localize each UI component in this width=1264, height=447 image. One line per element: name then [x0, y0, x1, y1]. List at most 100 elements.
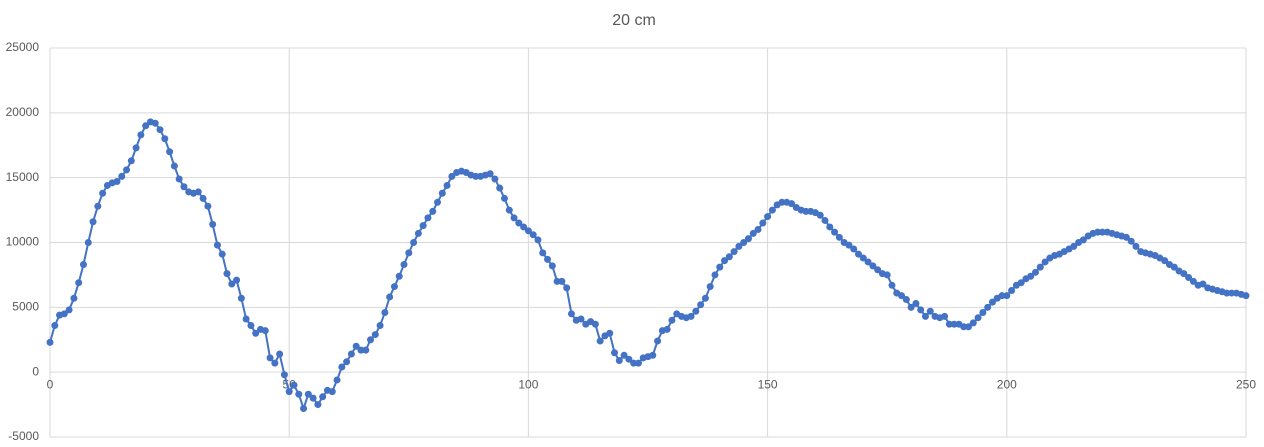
- data-point: [252, 329, 260, 337]
- data-point: [1161, 257, 1169, 265]
- data-point: [70, 294, 78, 302]
- data-point: [132, 144, 140, 152]
- data-point: [1027, 272, 1035, 280]
- data-point: [802, 207, 810, 215]
- data-point: [563, 284, 571, 292]
- data-point: [228, 280, 236, 288]
- data-point: [500, 194, 508, 202]
- data-point: [151, 119, 159, 127]
- data-point: [89, 218, 97, 226]
- data-point: [1132, 242, 1140, 250]
- data-point: [443, 181, 451, 189]
- data-point: [161, 135, 169, 143]
- data-point: [51, 321, 59, 329]
- data-point: [606, 329, 614, 337]
- data-point: [1185, 274, 1193, 282]
- data-point: [744, 235, 752, 243]
- data-point: [706, 283, 714, 291]
- data-point: [367, 336, 375, 344]
- data-point: [395, 272, 403, 280]
- data-point: [99, 189, 107, 197]
- data-point: [854, 250, 862, 258]
- y-tick-label: 10000: [6, 235, 40, 249]
- data-point: [1094, 228, 1102, 236]
- data-point: [204, 202, 212, 210]
- data-point: [654, 337, 662, 345]
- data-point: [123, 166, 131, 174]
- data-point: [386, 293, 394, 301]
- data-point: [448, 172, 456, 180]
- data-point: [859, 254, 867, 262]
- data-point: [362, 346, 370, 354]
- data-point: [496, 184, 504, 192]
- data-point: [634, 359, 642, 367]
- data-point: [65, 306, 73, 314]
- data-point: [529, 231, 537, 239]
- data-point: [410, 239, 418, 246]
- data-point: [400, 261, 408, 269]
- y-tick-label: 25000: [6, 40, 40, 54]
- data-point: [472, 172, 480, 180]
- data-point: [510, 214, 518, 222]
- data-point: [611, 349, 619, 357]
- y-tick-label: 0: [32, 364, 39, 378]
- x-tick-label: 150: [758, 377, 778, 391]
- data-point: [94, 202, 102, 210]
- data-point: [1127, 237, 1135, 245]
- data-point: [721, 257, 729, 265]
- data-point: [434, 198, 442, 206]
- data-point: [850, 245, 858, 253]
- data-point: [874, 266, 882, 274]
- data-point: [759, 219, 767, 227]
- data-point: [505, 206, 513, 214]
- x-tick-label: 250: [1236, 377, 1256, 391]
- data-point: [831, 228, 839, 236]
- data-point: [701, 294, 709, 302]
- data-point: [223, 270, 231, 278]
- data-point: [175, 175, 183, 183]
- data-point: [438, 189, 446, 197]
- data-point: [1189, 277, 1197, 285]
- data-point: [764, 213, 772, 221]
- data-point: [1228, 289, 1236, 297]
- data-point: [290, 381, 298, 389]
- data-point: [295, 390, 303, 398]
- data-point: [945, 320, 953, 328]
- data-point: [907, 303, 915, 311]
- x-tick-label: 100: [518, 377, 538, 391]
- data-point: [60, 310, 68, 318]
- data-point: [730, 248, 738, 256]
- data-point: [941, 312, 949, 320]
- data-point: [663, 325, 671, 333]
- chart-title: 20 cm: [612, 12, 656, 29]
- data-point: [768, 206, 776, 214]
- data-point: [912, 299, 920, 307]
- data-point: [926, 307, 934, 315]
- data-point: [950, 320, 958, 328]
- data-point: [845, 241, 853, 249]
- data-point: [142, 122, 150, 130]
- data-point: [333, 376, 341, 384]
- data-point: [343, 358, 351, 366]
- data-point: [199, 194, 207, 202]
- data-point: [242, 315, 250, 323]
- data-point: [300, 404, 308, 412]
- data-point: [864, 258, 872, 266]
- data-point: [46, 338, 54, 346]
- data-point: [697, 301, 705, 309]
- data-point: [1199, 280, 1207, 288]
- data-point: [352, 342, 360, 350]
- data-point: [419, 222, 427, 230]
- data-point: [280, 371, 288, 379]
- data-point: [247, 321, 255, 329]
- data-point: [692, 307, 700, 315]
- data-point: [118, 172, 126, 180]
- data-point: [491, 175, 499, 183]
- data-point: [778, 198, 786, 206]
- data-point: [1180, 270, 1188, 278]
- data-point: [1098, 228, 1106, 236]
- data-point: [826, 223, 834, 231]
- data-point: [271, 359, 279, 367]
- data-point: [754, 226, 762, 234]
